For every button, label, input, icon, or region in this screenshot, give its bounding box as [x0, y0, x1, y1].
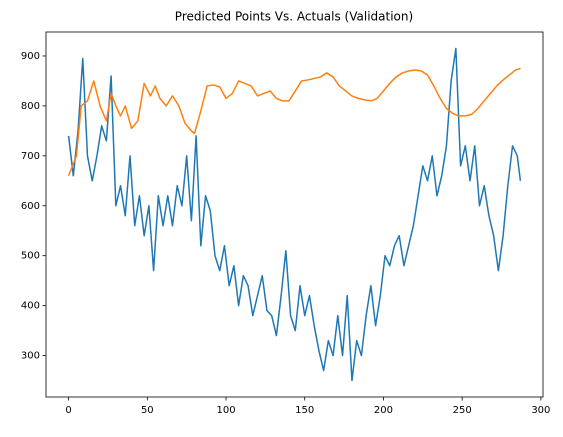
- y-tick-label: 400: [21, 301, 40, 312]
- y-tick-label: 300: [21, 351, 40, 362]
- x-tick-label: 250: [453, 405, 472, 416]
- x-tick-label: 200: [374, 405, 393, 416]
- x-tick-label: 100: [216, 405, 235, 416]
- axes-frame: [45, 31, 544, 398]
- x-tick-label: 50: [141, 405, 154, 416]
- y-tick-label: 900: [21, 51, 40, 62]
- x-tick-label: 0: [65, 405, 71, 416]
- chart-title: Predicted Points Vs. Actuals (Validation…: [175, 10, 413, 24]
- y-tick-label: 700: [21, 151, 40, 162]
- y-tick-label: 500: [21, 251, 40, 262]
- x-tick-label: 300: [531, 405, 550, 416]
- y-tick-label: 600: [21, 201, 40, 212]
- series-line: [67, 67, 521, 177]
- x-tick-label: 150: [295, 405, 314, 416]
- series-line: [67, 47, 522, 382]
- y-tick-label: 800: [21, 101, 40, 112]
